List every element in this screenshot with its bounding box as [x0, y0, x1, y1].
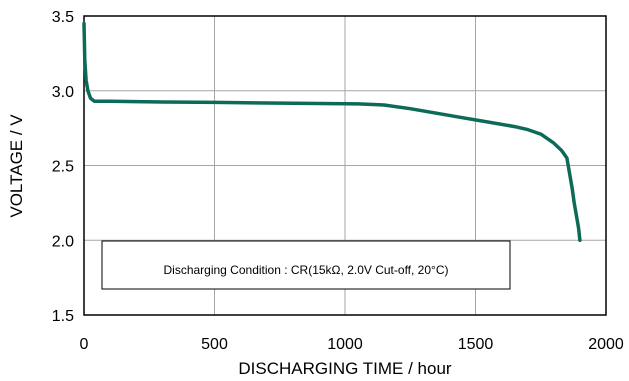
gridlines	[84, 16, 606, 315]
y-tick-labels: 1.5 2.0 2.5 3.0 3.5	[52, 9, 74, 325]
y-tick-label: 2.5	[52, 159, 74, 176]
y-tick-label: 3.0	[52, 84, 74, 101]
y-tick-label: 3.5	[52, 9, 74, 26]
annotation-text: Discharging Condition : CR(15kΩ, 2.0V Cu…	[163, 263, 448, 277]
series-group	[82, 21, 582, 243]
x-tick-label: 2000	[588, 336, 624, 353]
x-tick-labels: 0 500 1000 1500 2000	[80, 336, 624, 353]
y-tick-label: 1.5	[52, 308, 74, 325]
annotation-box: Discharging Condition : CR(15kΩ, 2.0V Cu…	[101, 240, 511, 290]
voltage-series-line	[82, 21, 582, 243]
x-tick-label: 0	[80, 336, 89, 353]
y-axis-label: VOLTAGE / V	[7, 114, 26, 218]
annotation-frame	[101, 240, 511, 290]
x-tick-label: 1000	[327, 336, 363, 353]
x-axis-label: DISCHARGING TIME / hour	[238, 359, 452, 378]
x-tick-label: 1500	[458, 336, 494, 353]
x-tick-label: 500	[201, 336, 228, 353]
plot-frame	[83, 15, 607, 316]
y-tick-label: 2.0	[52, 233, 74, 250]
